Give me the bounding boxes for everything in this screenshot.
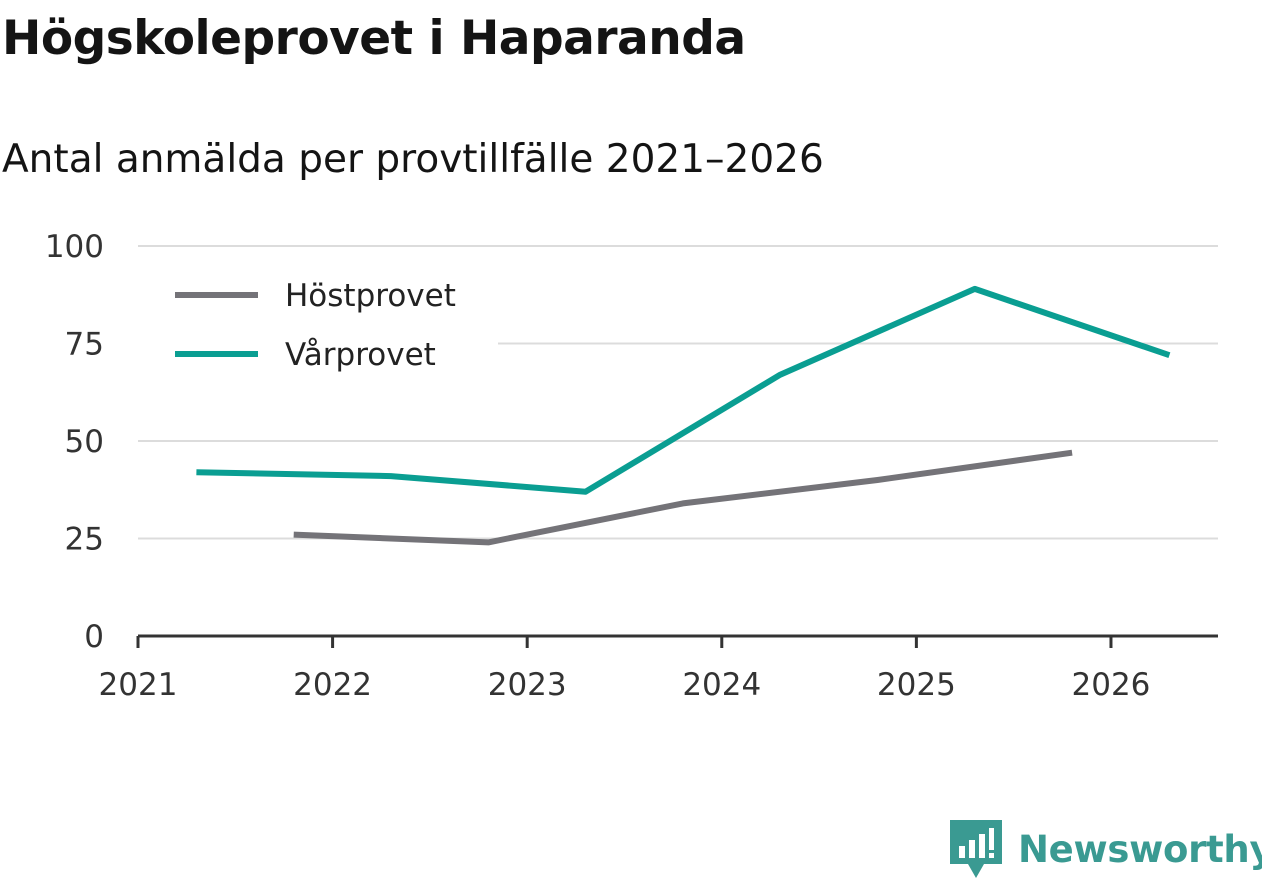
y-tick-label: 0 xyxy=(84,619,104,655)
data-point xyxy=(777,372,783,378)
legend-background xyxy=(138,265,498,383)
y-tick-label: 75 xyxy=(65,327,104,363)
x-tick-label: 2024 xyxy=(682,667,761,703)
x-tick-label: 2022 xyxy=(293,667,372,703)
y-tick-label: 50 xyxy=(65,424,104,460)
x-tick-label: 2025 xyxy=(877,667,956,703)
y-tick-label: 25 xyxy=(65,522,104,558)
data-point xyxy=(388,473,394,479)
x-tick-label: 2026 xyxy=(1072,667,1151,703)
data-point xyxy=(1166,352,1172,358)
legend: Höstprovet Vårprovet xyxy=(138,265,498,383)
chart-subtitle: Antal anmälda per provtillfälle 2021–202… xyxy=(2,137,824,182)
axes: 0 25 50 75 100 2021 2022 2023 2024 2025 2026 xyxy=(45,229,1218,703)
data-point xyxy=(291,532,297,538)
brand-logo: Newsworthy xyxy=(950,818,1262,880)
data-point xyxy=(485,539,491,545)
data-point xyxy=(972,286,978,292)
legend-label: Vårprovet xyxy=(285,337,436,373)
series-line-h-stprovet xyxy=(293,449,1073,546)
x-tick-label: 2023 xyxy=(488,667,567,703)
data-point xyxy=(583,489,589,495)
data-point xyxy=(1069,450,1075,456)
y-tick-label: 100 xyxy=(45,229,104,265)
brand-name: Newsworthy xyxy=(1018,827,1262,871)
series-line-v-rprovet xyxy=(196,285,1171,495)
legend-label: Höstprovet xyxy=(285,278,456,314)
chart-title: Högskoleprovet i Haparanda xyxy=(2,11,746,66)
data-point xyxy=(874,477,880,483)
series-lines xyxy=(193,285,1172,546)
data-point xyxy=(193,469,199,475)
x-tick-label: 2021 xyxy=(99,667,178,703)
data-point xyxy=(680,500,686,506)
newsworthy-logo-icon xyxy=(950,820,1002,878)
